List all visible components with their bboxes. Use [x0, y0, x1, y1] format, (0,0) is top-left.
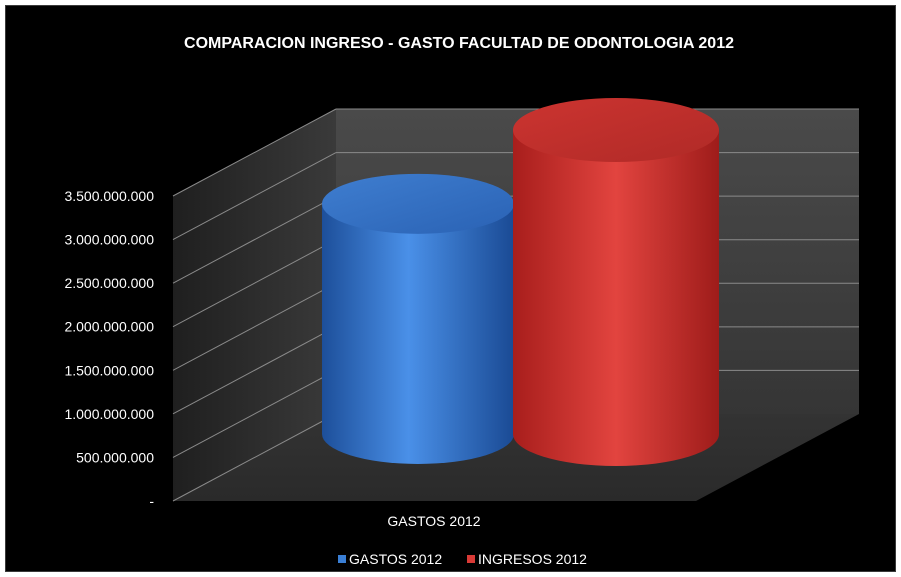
series-layer: [322, 98, 719, 466]
cylinder-top: [322, 173, 514, 234]
x-axis-labels: GASTOS 2012: [387, 513, 480, 529]
side-wall: [173, 109, 336, 501]
gridline-side: [172, 369, 337, 458]
y-tick-label: 2.000.000.000: [64, 319, 154, 335]
y-tick-label: 1.000.000.000: [64, 406, 154, 422]
chart-svg: COMPARACION INGRESO - GASTO FACULTAD DE …: [64, 35, 859, 567]
gridline-side: [172, 152, 337, 241]
y-tick-label: -: [149, 493, 154, 509]
gridline-side: [172, 195, 337, 284]
cylinder-body: [513, 130, 719, 466]
gridline-side: [172, 108, 337, 197]
cylinder-1: [513, 98, 719, 466]
legend-swatch: [467, 555, 475, 563]
cylinder-0: [322, 173, 514, 465]
y-axis-ticks: - 500.000.000 1.000.000.000 1.500.000.000 2.…: [64, 188, 154, 509]
axis-depth-edge: [172, 413, 337, 502]
y-tick-label: 2.500.000.000: [64, 275, 154, 291]
y-tick-label: 3.000.000.000: [64, 232, 154, 248]
legend-swatch: [338, 555, 346, 563]
gridline-side: [172, 239, 337, 328]
gridline-side: [172, 282, 337, 371]
cylinder-body: [322, 203, 514, 465]
chart-title: COMPARACION INGRESO - GASTO FACULTAD DE …: [184, 35, 734, 52]
legend-label: GASTOS 2012: [349, 551, 442, 567]
chart-container: COMPARACION INGRESO - GASTO FACULTAD DE …: [5, 5, 896, 572]
x-category-label: GASTOS 2012: [387, 513, 480, 529]
legend-label: INGRESOS 2012: [478, 551, 587, 567]
cylinder-top: [513, 98, 719, 162]
y-tick-label: 3.500.000.000: [64, 188, 154, 204]
y-tick-label: 1.500.000.000: [64, 362, 154, 378]
legend: GASTOS 2012 INGRESOS 2012: [338, 551, 587, 567]
gridline-side: [172, 326, 337, 415]
y-tick-label: 500.000.000: [76, 449, 154, 465]
